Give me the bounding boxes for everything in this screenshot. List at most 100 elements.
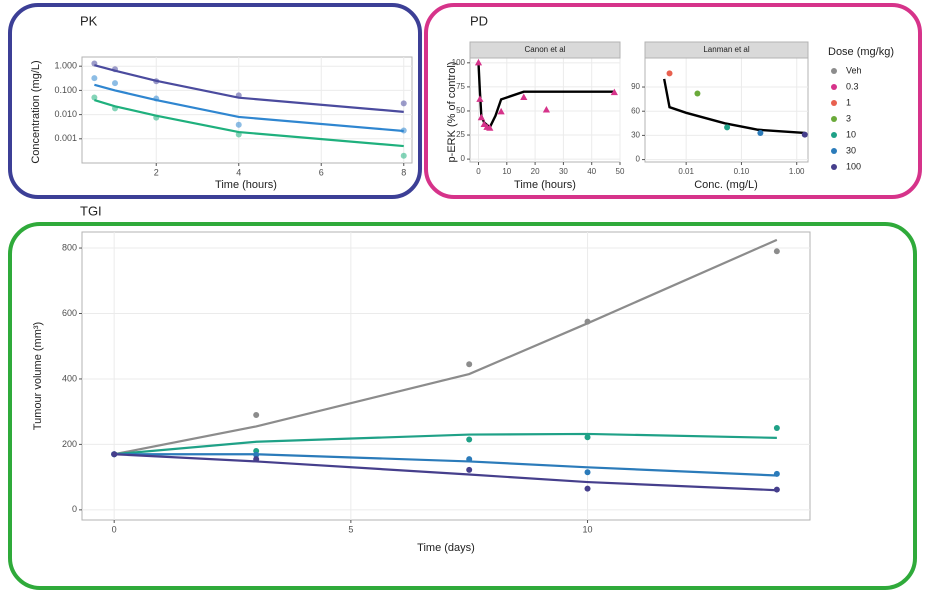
x-tick-label: 6 — [319, 167, 324, 177]
data-point — [235, 121, 242, 128]
y-axis-label: Tumour volume (mm³) — [32, 322, 44, 430]
data-point — [497, 107, 505, 115]
data-point — [400, 152, 407, 159]
data-point — [91, 75, 98, 82]
y-tick-label: 1.000 — [54, 61, 77, 71]
legend-label: 1 — [846, 97, 851, 107]
legend-marker — [831, 100, 837, 106]
y-tick-label: 90 — [631, 82, 640, 91]
plot-area — [81, 231, 811, 521]
facet-strip-label: Canon et al — [525, 45, 566, 54]
y-tick-label: 600 — [62, 308, 77, 318]
facet-strip — [469, 41, 621, 59]
fit-line — [113, 238, 778, 456]
y-axis-label: Concentration (mg/L) — [30, 60, 42, 163]
data-point — [477, 113, 485, 121]
y-tick-label: 50 — [456, 106, 465, 115]
y-tick-label: 0.010 — [54, 109, 77, 119]
y-tick-label: 100 — [452, 58, 466, 67]
x-tick-label: 2 — [154, 167, 159, 177]
legend-marker — [831, 84, 837, 90]
fit-line — [114, 453, 777, 477]
legend-marker — [831, 68, 837, 74]
data-point — [91, 94, 98, 101]
y-tick-label: 30 — [631, 131, 640, 140]
data-point — [542, 106, 551, 113]
tgi-frame — [8, 222, 917, 590]
y-tick-label: 400 — [62, 373, 77, 383]
legend-marker — [831, 132, 837, 138]
legend-marker — [831, 164, 837, 170]
x-tick-label: 20 — [531, 167, 540, 176]
data-point — [694, 90, 701, 97]
legend-label: 30 — [846, 145, 856, 155]
x-tick-label: 10 — [583, 524, 593, 534]
x-tick-label: 0.01 — [678, 167, 694, 176]
y-tick-label: 60 — [631, 106, 640, 115]
x-tick-label: 10 — [502, 167, 511, 176]
legend-label: 0.3 — [846, 81, 859, 91]
y-tick-label: 0.100 — [54, 85, 77, 95]
pd-title: PD — [470, 13, 488, 28]
data-point — [253, 411, 260, 418]
x-tick-label: 8 — [401, 167, 406, 177]
fit-line — [94, 83, 404, 133]
plot-area — [81, 56, 413, 164]
x-tick-label: 40 — [587, 167, 596, 176]
x-tick-label: 0.10 — [734, 167, 750, 176]
x-axis-label: Time (hours) — [514, 179, 576, 191]
x-tick-label: 30 — [559, 167, 568, 176]
data-point — [610, 88, 618, 96]
legend-label: 10 — [846, 129, 856, 139]
legend-label: 3 — [846, 113, 851, 123]
y-tick-label: 800 — [62, 242, 77, 252]
y-tick-label: 200 — [62, 439, 77, 449]
y-tick-label: 0 — [461, 154, 466, 163]
fit-line — [114, 432, 777, 456]
data-point — [757, 129, 764, 136]
legend-label: Veh — [846, 65, 862, 75]
y-axis-label: p-ERK (% of control) — [446, 62, 458, 163]
fit-line — [662, 78, 805, 135]
fit-line — [94, 98, 404, 148]
x-tick-label: 1.00 — [789, 167, 805, 176]
x-tick-label: 0 — [112, 524, 117, 534]
legend-label: 100 — [846, 161, 861, 171]
x-tick-label: 50 — [616, 167, 625, 176]
pd-frame — [424, 3, 922, 199]
y-tick-label: 75 — [456, 82, 465, 91]
y-tick-label: 0 — [72, 504, 77, 514]
data-point — [584, 485, 591, 492]
facet-strip — [644, 41, 809, 59]
data-point — [474, 58, 483, 66]
fit-line — [477, 62, 615, 130]
data-point — [466, 361, 473, 368]
x-axis-label: Time (days) — [417, 542, 475, 554]
data-point — [801, 131, 808, 138]
facet-strip-label: Lanman et al — [703, 45, 749, 54]
data-point — [476, 95, 484, 102]
data-point — [773, 425, 780, 432]
legend-marker — [831, 116, 837, 122]
data-point — [520, 93, 528, 100]
y-tick-label: 0 — [636, 155, 641, 164]
data-point — [724, 124, 731, 131]
x-tick-label: 5 — [348, 524, 353, 534]
fit-line — [94, 64, 404, 113]
x-tick-label: 4 — [236, 167, 241, 177]
y-tick-label: 0.001 — [54, 133, 77, 143]
plot-area — [644, 57, 809, 163]
x-tick-label: 0 — [476, 167, 481, 176]
pk-frame — [8, 3, 422, 199]
data-point — [466, 436, 473, 443]
x-axis-label: Conc. (mg/L) — [694, 179, 758, 191]
tgi-title: TGI — [80, 203, 102, 218]
data-point — [666, 70, 673, 77]
fit-line — [114, 453, 777, 492]
data-point — [466, 466, 473, 473]
pk-title: PK — [80, 13, 98, 28]
data-point — [400, 100, 407, 107]
data-point — [584, 434, 591, 441]
